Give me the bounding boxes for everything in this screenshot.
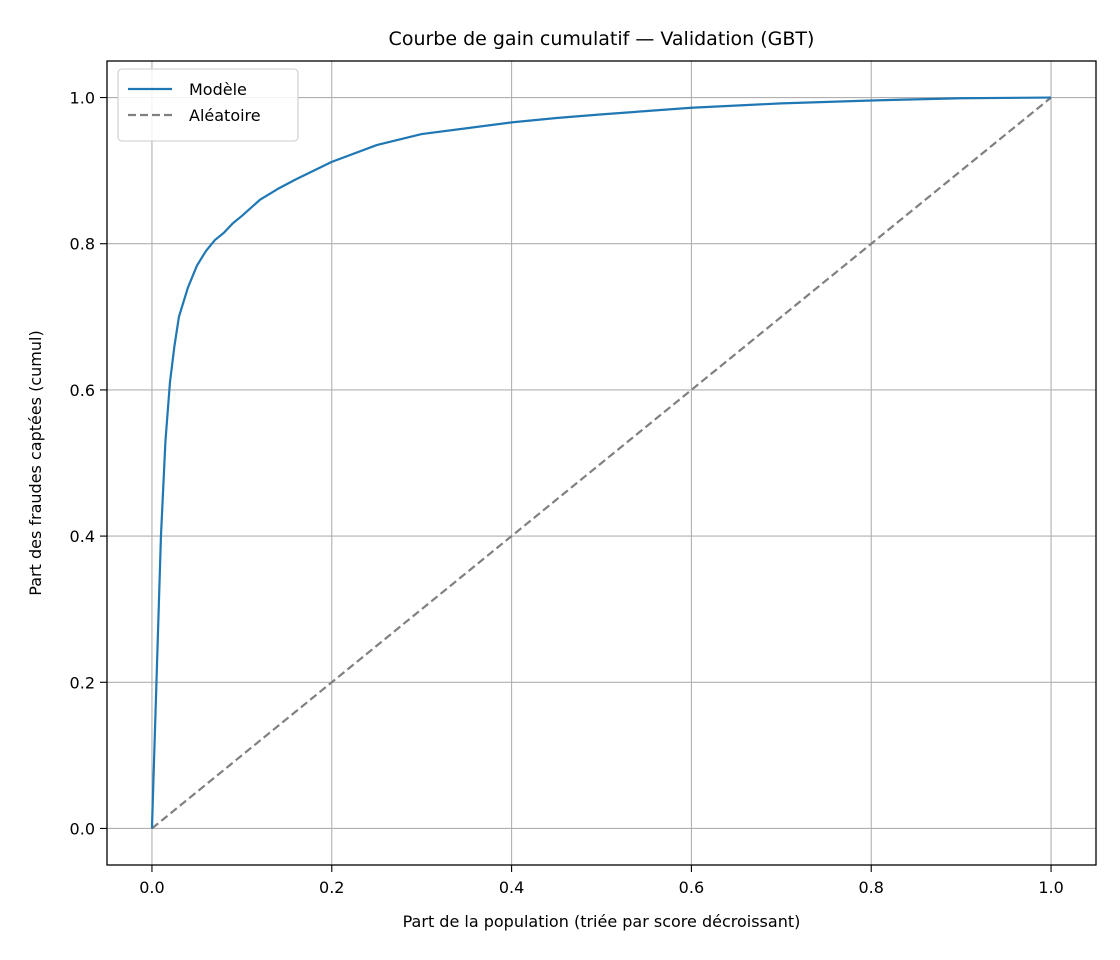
x-axis-label: Part de la population (triée par score d… [403,912,801,931]
series-line-random [151,96,1052,830]
y-tick-label: 0.0 [70,819,95,838]
legend: Modèle Aléatoire [117,68,299,142]
y-tick-label: 0.2 [70,673,95,692]
y-tick-label: 0.4 [70,527,95,546]
y-tick-label: 0.6 [70,381,95,400]
x-tick-label: 0.2 [319,878,344,897]
chart-title: Courbe de gain cumulatif — Validation (G… [389,28,815,50]
y-tick-label: 1.0 [70,89,95,108]
y-axis-label: Part des fraudes captées (cumul) [26,330,45,595]
ticks: 0.0 0.2 0.4 0.6 0.8 1.0 0.0 0.2 0.4 0.6 0.8 1.0 [70,89,1064,897]
x-tick-label: 0.6 [679,878,704,897]
series-layer [150,96,1052,830]
x-tick-label: 1.0 [1038,878,1063,897]
y-tick-label: 0.8 [70,235,95,254]
plot-frame [106,60,1097,866]
legend-box [117,68,299,142]
x-tick-label: 0.4 [499,878,524,897]
x-tick-label: 0.8 [859,878,884,897]
series-line-model [150,96,1052,829]
x-tick-label: 0.0 [139,878,164,897]
legend-label: Aléatoire [189,106,261,125]
legend-label: Modèle [189,80,247,99]
